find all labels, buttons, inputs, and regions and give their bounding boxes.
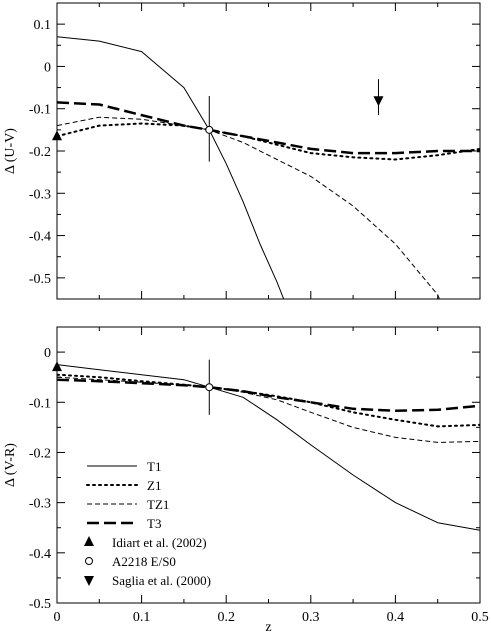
y-tick-label: -0.1 bbox=[29, 103, 51, 118]
x-axis-label: z bbox=[265, 620, 271, 635]
legend-swatch-marker bbox=[84, 536, 94, 546]
legend-swatch-marker bbox=[84, 576, 94, 586]
y-tick-label: -0.5 bbox=[29, 597, 51, 612]
series-line-z1 bbox=[57, 373, 480, 428]
x-tick-label: 0.1 bbox=[133, 610, 151, 625]
series-line-tz1 bbox=[57, 116, 440, 299]
legend-label: A2218 E/S0 bbox=[112, 554, 176, 569]
y-tick-label: -0.2 bbox=[29, 446, 51, 461]
x-tick-label: 0 bbox=[54, 610, 61, 625]
series-line-t1 bbox=[57, 364, 480, 531]
legend-label: Idiart et al. (2002) bbox=[112, 535, 207, 550]
legend-swatch-marker bbox=[85, 557, 93, 565]
y-tick-label: -0.4 bbox=[29, 230, 51, 245]
legend-label: Z1 bbox=[147, 478, 161, 493]
legend-label: TZ1 bbox=[147, 497, 169, 512]
legend: T1 Z1 TZ1 T3 Idiart et al. (2002) A2218 E/S0 S… bbox=[84, 459, 211, 588]
x-tick-label: 0.3 bbox=[302, 610, 320, 625]
y-tick-label: -0.3 bbox=[29, 497, 51, 512]
bottom-panel: 0 0.1 0.2 0.3 0.4 0.5 0 -0.1 -0.2 -0.3 -0.4 -0.5 Δ (… bbox=[3, 326, 489, 635]
y-axis-label: Δ (U-V) bbox=[3, 128, 18, 174]
x-tick-label: 0.5 bbox=[471, 610, 489, 625]
top-panel: 0.1 0 -0.1 -0.2 -0.3 -0.4 -0.5 Δ (U-V) bbox=[3, 2, 481, 300]
y-tick-label: -0.1 bbox=[29, 396, 51, 411]
data-point-triangle-up-filled bbox=[52, 361, 62, 372]
data-point-circle-open bbox=[205, 125, 214, 134]
y-axis-label: Δ (V-R) bbox=[3, 443, 18, 487]
series-group bbox=[57, 36, 480, 299]
data-point-circle-open bbox=[205, 383, 214, 392]
series-line-t3 bbox=[57, 101, 480, 155]
series-line-tz1 bbox=[57, 376, 480, 443]
data-point-triangle-down-filled bbox=[373, 96, 384, 107]
series-line-t1 bbox=[57, 36, 285, 299]
y-tick-label: 0 bbox=[44, 60, 51, 75]
series-group bbox=[57, 364, 480, 531]
y-tick-label: -0.2 bbox=[29, 145, 51, 160]
y-tick-label: -0.3 bbox=[29, 187, 51, 202]
legend-label: Saglia et al. (2000) bbox=[112, 573, 211, 588]
y-tick-label: 0.1 bbox=[34, 18, 52, 33]
data-point-triangle-up-filled bbox=[52, 130, 62, 141]
legend-label: T1 bbox=[147, 459, 161, 474]
series-line-t3 bbox=[57, 378, 480, 413]
y-tick-label: -0.4 bbox=[29, 547, 51, 562]
y-tick-label: -0.5 bbox=[29, 272, 51, 287]
legend-label: T3 bbox=[147, 516, 161, 531]
y-tick-label: 0 bbox=[44, 346, 51, 361]
x-tick-label: 0.4 bbox=[387, 610, 405, 625]
x-tick-label: 0.2 bbox=[217, 610, 235, 625]
